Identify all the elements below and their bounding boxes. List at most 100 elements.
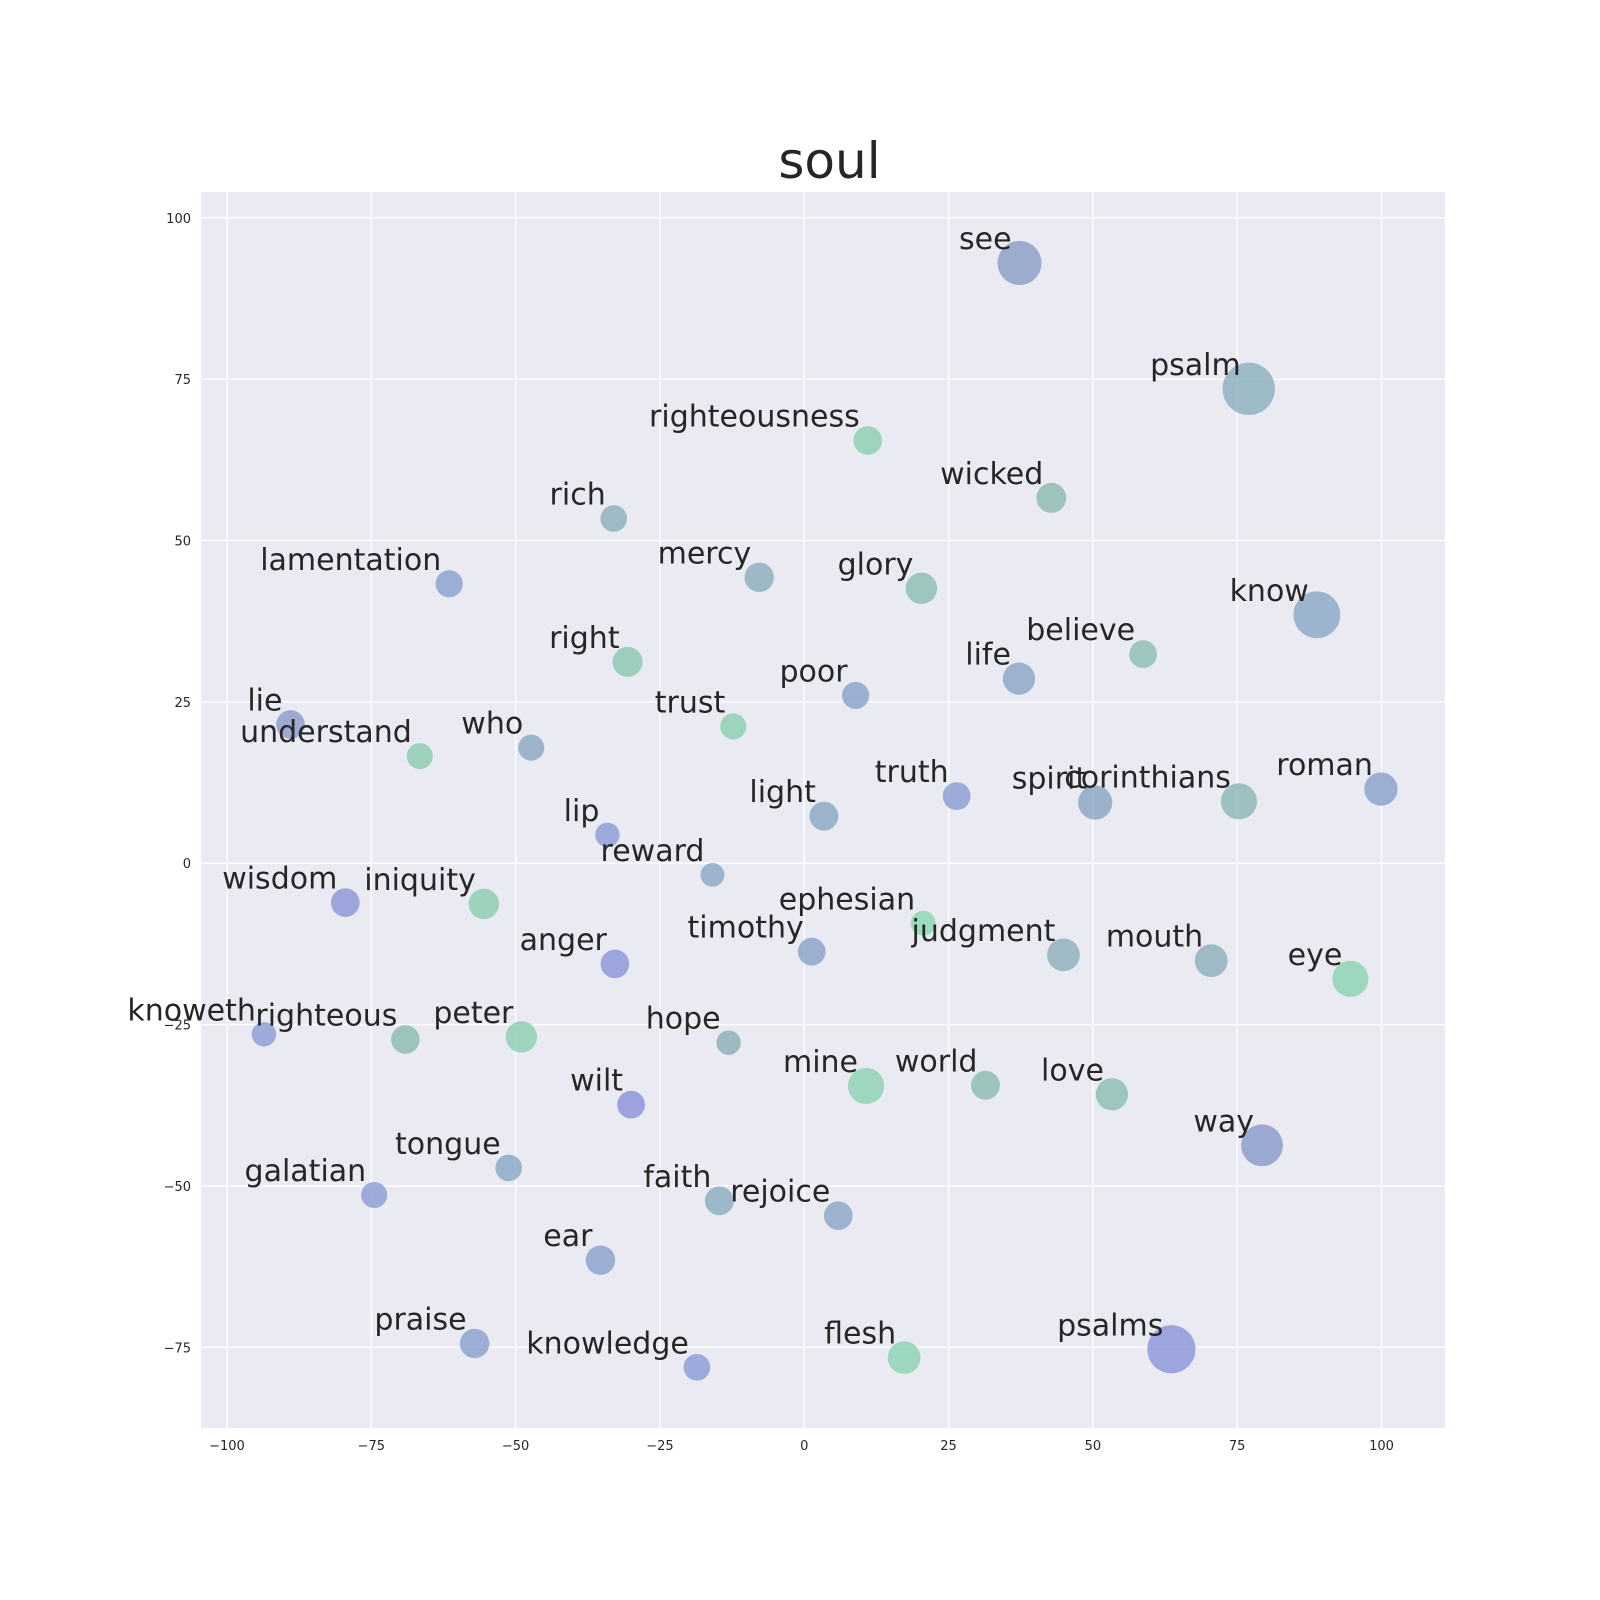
point-label-trust: trust — [655, 685, 726, 720]
x-tick-label: 75 — [1229, 1439, 1246, 1454]
point-label-knoweth: knoweth — [127, 993, 256, 1028]
point-psalm — [1222, 362, 1275, 416]
point-ephesian — [910, 910, 936, 936]
x-tick-label: 25 — [940, 1439, 957, 1454]
point-anger — [600, 949, 630, 979]
point-label-poor: poor — [780, 654, 849, 689]
point-label-life: life — [965, 638, 1011, 673]
point-label-wicked: wicked — [940, 457, 1043, 492]
point-label-right: right — [549, 621, 620, 656]
point-psalms — [1147, 1325, 1196, 1374]
point-wicked — [1036, 482, 1067, 513]
x-axis-ticks: −100 −75 −50 −25 0 25 50 75 100 — [209, 1439, 1394, 1454]
point-understand — [406, 743, 433, 770]
point-lip — [595, 822, 620, 848]
point-label-psalm: psalm — [1150, 348, 1241, 383]
point-label-psalms: psalms — [1057, 1308, 1163, 1343]
point-right — [612, 646, 643, 677]
point-label-galatian: galatian — [245, 1154, 367, 1189]
point-label-way: way — [1193, 1104, 1254, 1139]
point-righteous — [391, 1025, 420, 1054]
point-label-ear: ear — [543, 1219, 593, 1254]
point-ear — [585, 1245, 616, 1275]
x-tick-label: 0 — [800, 1439, 808, 1454]
point-label-ephesian: ephesian — [779, 882, 915, 917]
point-light — [809, 801, 839, 831]
chart-title: soul — [778, 132, 881, 190]
point-label-roman: roman — [1276, 748, 1373, 783]
point-mercy — [744, 562, 774, 593]
point-label-mouth: mouth — [1106, 920, 1203, 955]
point-label-lip: lip — [564, 794, 600, 829]
point-faith — [704, 1186, 734, 1216]
x-tick-label: −100 — [209, 1439, 245, 1454]
point-mine — [847, 1067, 885, 1105]
point-corinthians — [1220, 783, 1257, 820]
point-label-faith: faith — [643, 1160, 711, 1195]
y-tick-label: 25 — [174, 696, 191, 711]
point-label-lamentation: lamentation — [260, 543, 441, 578]
point-peter — [505, 1021, 538, 1053]
point-label-eye: eye — [1288, 938, 1343, 973]
point-rejoice — [823, 1201, 853, 1230]
point-know — [1293, 591, 1341, 639]
point-judgment — [1047, 938, 1080, 972]
point-knowledge — [683, 1354, 711, 1381]
point-label-timothy: timothy — [688, 911, 804, 946]
point-label-righteous: righteous — [255, 998, 397, 1033]
point-trust — [720, 713, 747, 740]
point-label-hope: hope — [646, 1002, 721, 1037]
point-life — [1002, 662, 1036, 695]
point-hope — [716, 1030, 741, 1055]
point-label-world: world — [895, 1044, 978, 1079]
point-label-love: love — [1041, 1053, 1104, 1088]
point-label-lie: lie — [247, 683, 282, 718]
point-label-mercy: mercy — [658, 536, 752, 571]
y-tick-label: 75 — [174, 373, 191, 388]
point-righteousness — [853, 426, 883, 455]
point-label-corinthians: corinthians — [1064, 760, 1231, 795]
point-label-praise: praise — [374, 1302, 466, 1337]
x-tick-label: −75 — [358, 1439, 385, 1454]
point-reward — [700, 862, 725, 887]
point-rich — [600, 505, 628, 532]
point-lamentation — [435, 570, 463, 598]
point-mouth — [1194, 944, 1228, 978]
point-label-peter: peter — [433, 996, 514, 1031]
point-label-iniquity: iniquity — [364, 863, 476, 898]
point-flesh — [887, 1341, 921, 1375]
point-labels: see psalm righteousness wicked rich lamentati… — [127, 222, 1373, 1361]
point-tongue — [495, 1154, 523, 1182]
point-see — [997, 240, 1042, 285]
data-points — [251, 240, 1398, 1381]
y-tick-label: 0 — [183, 857, 191, 872]
point-label-judgment: judgment — [911, 914, 1056, 949]
point-timothy — [797, 937, 826, 966]
point-wisdom — [331, 888, 360, 917]
point-wilt — [617, 1090, 645, 1119]
point-label-light: light — [749, 775, 816, 810]
point-label-understand: understand — [240, 715, 412, 750]
point-world — [971, 1070, 1000, 1100]
point-label-wisdom: wisdom — [222, 862, 337, 897]
point-label-tongue: tongue — [395, 1127, 501, 1162]
y-tick-label: −50 — [164, 1180, 191, 1195]
point-poor — [842, 681, 870, 710]
point-label-truth: truth — [875, 755, 949, 790]
y-tick-label: 100 — [166, 212, 191, 227]
y-tick-label: −25 — [164, 1019, 191, 1034]
point-who — [518, 734, 545, 761]
x-tick-label: −50 — [502, 1439, 529, 1454]
point-iniquity — [468, 888, 500, 920]
point-label-believe: believe — [1026, 613, 1135, 648]
x-tick-label: 50 — [1085, 1439, 1102, 1454]
point-label-glory: glory — [838, 547, 914, 582]
point-label-anger: anger — [520, 923, 608, 958]
point-way — [1241, 1124, 1283, 1167]
y-tick-label: 50 — [174, 535, 191, 550]
point-lie — [276, 710, 305, 739]
point-spirit — [1078, 785, 1113, 820]
point-label-knowledge: knowledge — [526, 1326, 689, 1361]
point-label-flesh: flesh — [824, 1317, 896, 1352]
point-label-rejoice: rejoice — [730, 1175, 830, 1210]
